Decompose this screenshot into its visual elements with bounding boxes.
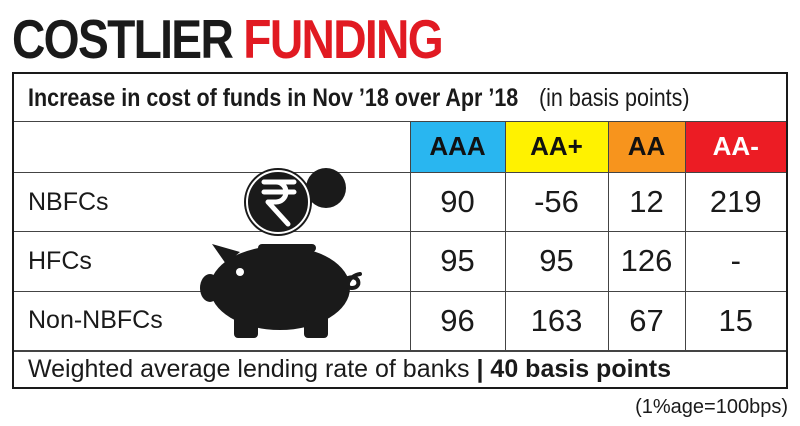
cell-value: 95 (504, 231, 609, 292)
header-row: AAA AA+ AA AA- (14, 122, 786, 173)
column-header-aaa: AAA (409, 122, 506, 173)
table-panel: Increase in cost of funds in Nov ’18 ove… (12, 72, 788, 389)
footer-text: Weighted average lending rate of banks (28, 355, 470, 383)
cell-value: 96 (409, 290, 506, 352)
subtitle-units: (in basis points) (539, 84, 690, 112)
table-row: Non-NBFCs 96 163 67 15 (14, 290, 786, 352)
cell-value: 15 (684, 290, 786, 352)
table-subtitle: Increase in cost of funds in Nov ’18 ove… (14, 74, 786, 122)
title-word-costlier: COSTLIER (12, 8, 234, 70)
footer-value: 40 basis points (490, 355, 672, 383)
row-label-non-nbfcs: Non-NBFCs (14, 290, 411, 352)
cell-value: 126 (607, 231, 686, 292)
unit-note: (1%age=100bps) (635, 396, 788, 418)
cell-value: 219 (684, 171, 786, 233)
cell-value: 90 (409, 171, 506, 233)
title-word-funding: FUNDING (243, 8, 443, 70)
subtitle-main: Increase in cost of funds in Nov ’18 ove… (28, 84, 519, 112)
header-blank (14, 122, 411, 173)
cell-value: -56 (504, 171, 609, 233)
cell-value: 67 (607, 290, 686, 352)
cell-value: 12 (607, 171, 686, 233)
column-header-aa-minus: AA- (684, 122, 786, 173)
piggy-bank-rupee-coin-icon (200, 168, 362, 338)
column-header-aa: AA (607, 122, 686, 173)
data-table: AAA AA+ AA AA- NBFCs 90 -56 12 219 HFCs … (14, 122, 786, 352)
chart-title: COSTLIER FUNDING (12, 8, 444, 70)
table-footer: Weighted average lending rate of banks |… (14, 351, 786, 387)
column-header-aa-plus: AA+ (504, 122, 609, 173)
cell-value: 95 (409, 231, 506, 292)
cell-value: 163 (504, 290, 609, 352)
table-row: NBFCs 90 -56 12 219 (14, 171, 786, 233)
cell-value: - (684, 231, 786, 292)
table-row: HFCs 95 95 126 - (14, 231, 786, 292)
footer-separator: | (476, 355, 484, 383)
